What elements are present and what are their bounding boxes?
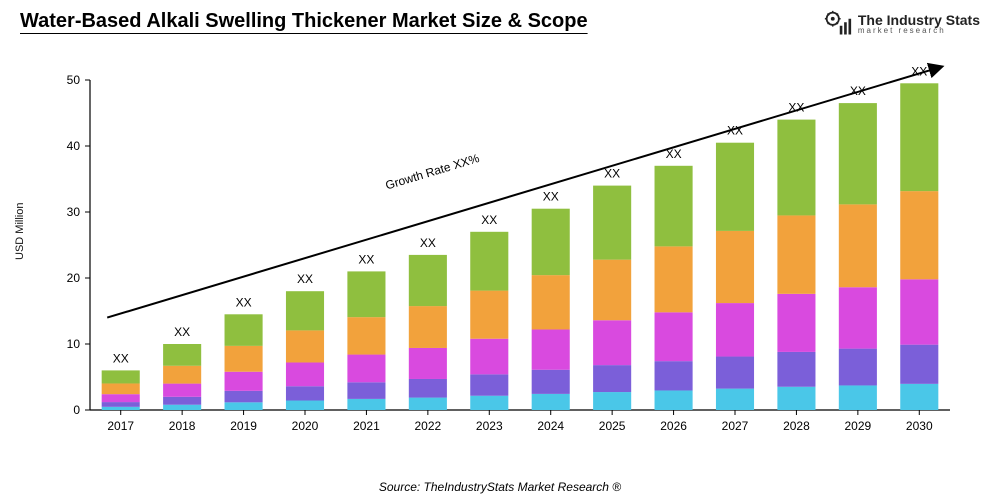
svg-text:2019: 2019 [230, 419, 257, 433]
logo-sub-text: market research [858, 27, 980, 35]
brand-logo: The Industry Stats market research [824, 10, 980, 38]
source-footer: Source: TheIndustryStats Market Research… [0, 480, 1000, 494]
stacked-bar-chart: 01020304050XX2017XX2018XX2019XX2020XX202… [20, 60, 980, 460]
svg-text:0: 0 [73, 403, 80, 417]
svg-text:XX: XX [297, 272, 313, 286]
svg-text:2018: 2018 [169, 419, 196, 433]
svg-text:XX: XX [604, 167, 620, 181]
svg-text:2021: 2021 [353, 419, 380, 433]
svg-text:XX: XX [543, 190, 559, 204]
gear-bars-icon [824, 10, 852, 38]
svg-text:2023: 2023 [476, 419, 503, 433]
svg-text:30: 30 [67, 205, 81, 219]
chart-card: Water-Based Alkali Swelling Thickener Ma… [0, 0, 1000, 500]
svg-text:2025: 2025 [599, 419, 626, 433]
header: Water-Based Alkali Swelling Thickener Ma… [20, 10, 980, 60]
svg-text:2024: 2024 [537, 419, 564, 433]
svg-text:2027: 2027 [722, 419, 749, 433]
svg-text:50: 50 [67, 73, 81, 87]
svg-text:XX: XX [236, 295, 252, 309]
chart-title: Water-Based Alkali Swelling Thickener Ma… [20, 10, 588, 33]
chart-area: USD Million 01020304050XX2017XX2018XX201… [20, 60, 980, 460]
svg-text:XX: XX [113, 351, 129, 365]
svg-text:2030: 2030 [906, 419, 933, 433]
svg-text:40: 40 [67, 139, 81, 153]
svg-text:XX: XX [358, 252, 374, 266]
svg-text:2020: 2020 [292, 419, 319, 433]
svg-text:20: 20 [67, 271, 81, 285]
svg-text:2022: 2022 [415, 419, 442, 433]
logo-main-text: The Industry Stats [858, 13, 980, 27]
svg-text:XX: XX [174, 325, 190, 339]
svg-text:2029: 2029 [845, 419, 872, 433]
svg-text:10: 10 [67, 337, 81, 351]
svg-text:Growth Rate XX%: Growth Rate XX% [384, 151, 482, 193]
svg-text:2017: 2017 [107, 419, 134, 433]
svg-text:XX: XX [420, 236, 436, 250]
svg-text:2028: 2028 [783, 419, 810, 433]
svg-text:2026: 2026 [660, 419, 687, 433]
svg-text:XX: XX [481, 213, 497, 227]
